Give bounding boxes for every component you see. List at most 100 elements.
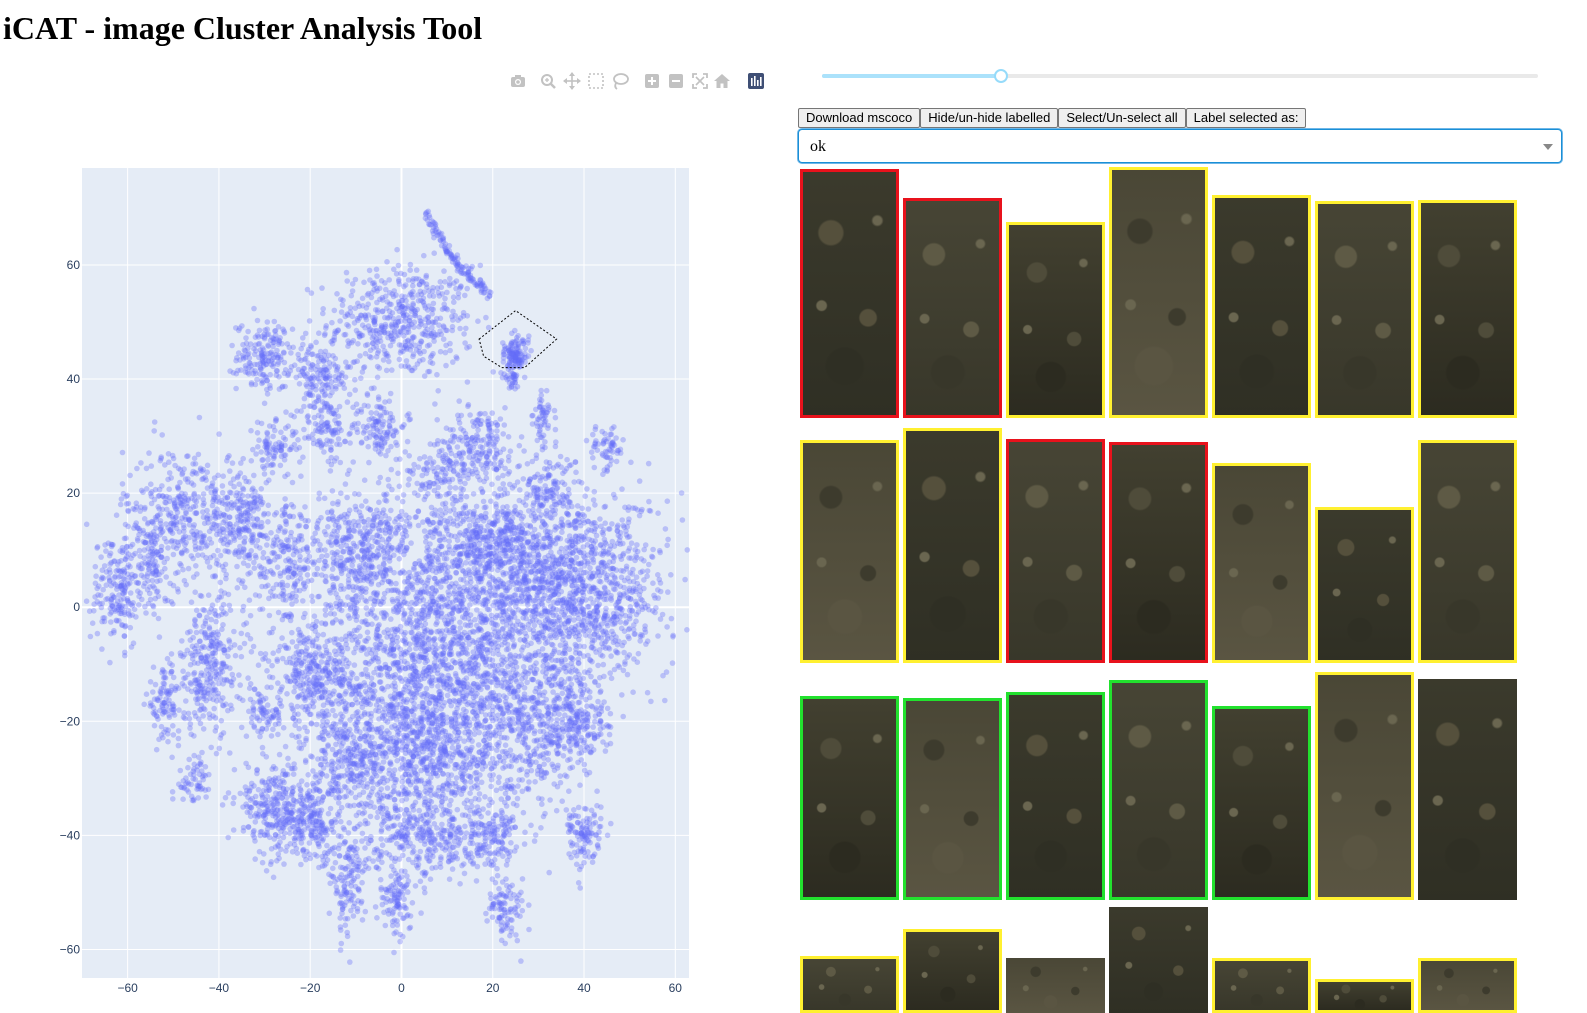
scatter-point	[526, 779, 532, 785]
box-select-button[interactable]	[586, 71, 606, 91]
plot-area[interactable]	[82, 168, 689, 978]
scatter-point	[198, 628, 205, 635]
zoom-button[interactable]	[538, 71, 558, 91]
scatter-point	[156, 634, 163, 640]
zoom-out-button[interactable]	[666, 71, 686, 91]
scatter-point	[394, 634, 400, 641]
scatter-point	[342, 374, 349, 380]
scatter-point	[282, 518, 289, 524]
scatter-point	[207, 515, 213, 522]
scatter-point	[164, 655, 171, 662]
scatter-point	[119, 449, 126, 456]
scatter-point	[256, 717, 263, 724]
scatter-point	[187, 628, 193, 635]
scatter-point	[304, 383, 310, 390]
scatter-point	[318, 444, 325, 450]
scatter-point	[444, 289, 450, 296]
scatter-point	[315, 412, 322, 419]
scatter-point	[238, 517, 244, 524]
reset-axes-button[interactable]	[712, 71, 732, 91]
scatter-point	[159, 432, 165, 438]
scatter-point	[447, 340, 453, 347]
scatter-point	[374, 339, 381, 345]
pan-button[interactable]	[562, 71, 582, 91]
scatter-points[interactable]	[83, 208, 691, 965]
scatter-point	[424, 467, 431, 473]
scatter-point	[415, 276, 422, 282]
scatter-point	[421, 289, 427, 295]
scatter-point	[191, 710, 198, 716]
scatter-point	[414, 361, 421, 367]
scatter-point	[447, 458, 453, 464]
scatter-point	[265, 721, 272, 728]
scatter-point	[407, 416, 414, 423]
scatter-point	[236, 508, 243, 514]
scatter-point	[296, 381, 303, 387]
scatter-point	[373, 615, 380, 621]
scatter-point	[354, 358, 361, 364]
scatter-point	[158, 732, 165, 738]
scatter-point	[415, 522, 422, 529]
plotly-logo-button[interactable]	[746, 71, 766, 91]
scatter-point	[346, 529, 352, 536]
scatter-point	[107, 569, 113, 576]
scatter-point	[408, 343, 415, 350]
scatter-point	[258, 365, 264, 372]
scatter-point	[233, 385, 239, 392]
scatter-point	[227, 665, 233, 671]
scatter-point	[345, 312, 351, 318]
scatter-point	[127, 612, 133, 619]
scatter-point	[461, 629, 468, 636]
scatter-point	[397, 570, 403, 576]
scatter-point	[248, 649, 255, 655]
scatter-point	[442, 349, 449, 356]
camera-button[interactable]	[508, 71, 528, 91]
scatter-point	[416, 348, 423, 355]
scatter-point	[350, 404, 356, 411]
scatter-point	[364, 547, 371, 553]
autoscale-button[interactable]	[690, 71, 710, 91]
scatter-point	[301, 395, 308, 402]
scatter-point	[185, 565, 192, 572]
scatter-point	[201, 672, 207, 678]
scatter-point	[143, 465, 150, 472]
scatter-point	[127, 624, 134, 631]
scatter-point	[411, 461, 417, 468]
scatter-point	[285, 556, 292, 562]
scatter-point	[395, 332, 402, 338]
scatter-point	[389, 544, 396, 551]
scatter-point	[460, 309, 467, 316]
scatter-point	[395, 262, 402, 269]
scatter-point	[431, 512, 438, 518]
scatter-point	[236, 672, 242, 678]
scatter-point	[394, 305, 400, 312]
scatter-point	[337, 459, 344, 466]
lasso-select-button[interactable]	[610, 71, 630, 91]
scatter-point	[415, 298, 422, 304]
scatter-point	[398, 270, 404, 277]
scatter-point	[599, 451, 606, 457]
scatter-point	[175, 484, 181, 491]
scatter-point	[457, 479, 464, 485]
scatter-point	[268, 530, 274, 536]
scatter-point	[289, 639, 296, 645]
scatter-point	[406, 317, 413, 324]
zoom-in-button[interactable]	[642, 71, 662, 91]
scatter-point	[292, 581, 298, 588]
scatter-point	[352, 305, 359, 311]
scatter-point	[332, 328, 339, 335]
scatter-point	[161, 700, 167, 706]
scatter-point	[416, 323, 422, 330]
scatter-point	[434, 371, 440, 378]
scatter-point	[217, 531, 223, 537]
scatter-point	[337, 318, 343, 324]
scatter-point	[367, 330, 374, 336]
scatter-point	[419, 331, 426, 337]
scatter-point	[246, 355, 253, 361]
scatter-point	[377, 474, 384, 481]
scatter-point	[439, 291, 446, 297]
scatter-point	[251, 559, 257, 566]
scatter-point	[407, 314, 413, 320]
scatter-point	[457, 315, 464, 321]
